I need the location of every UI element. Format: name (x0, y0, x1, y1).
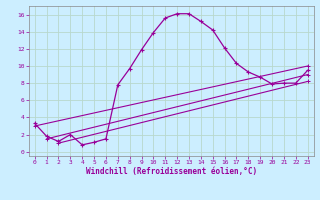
X-axis label: Windchill (Refroidissement éolien,°C): Windchill (Refroidissement éolien,°C) (86, 167, 257, 176)
